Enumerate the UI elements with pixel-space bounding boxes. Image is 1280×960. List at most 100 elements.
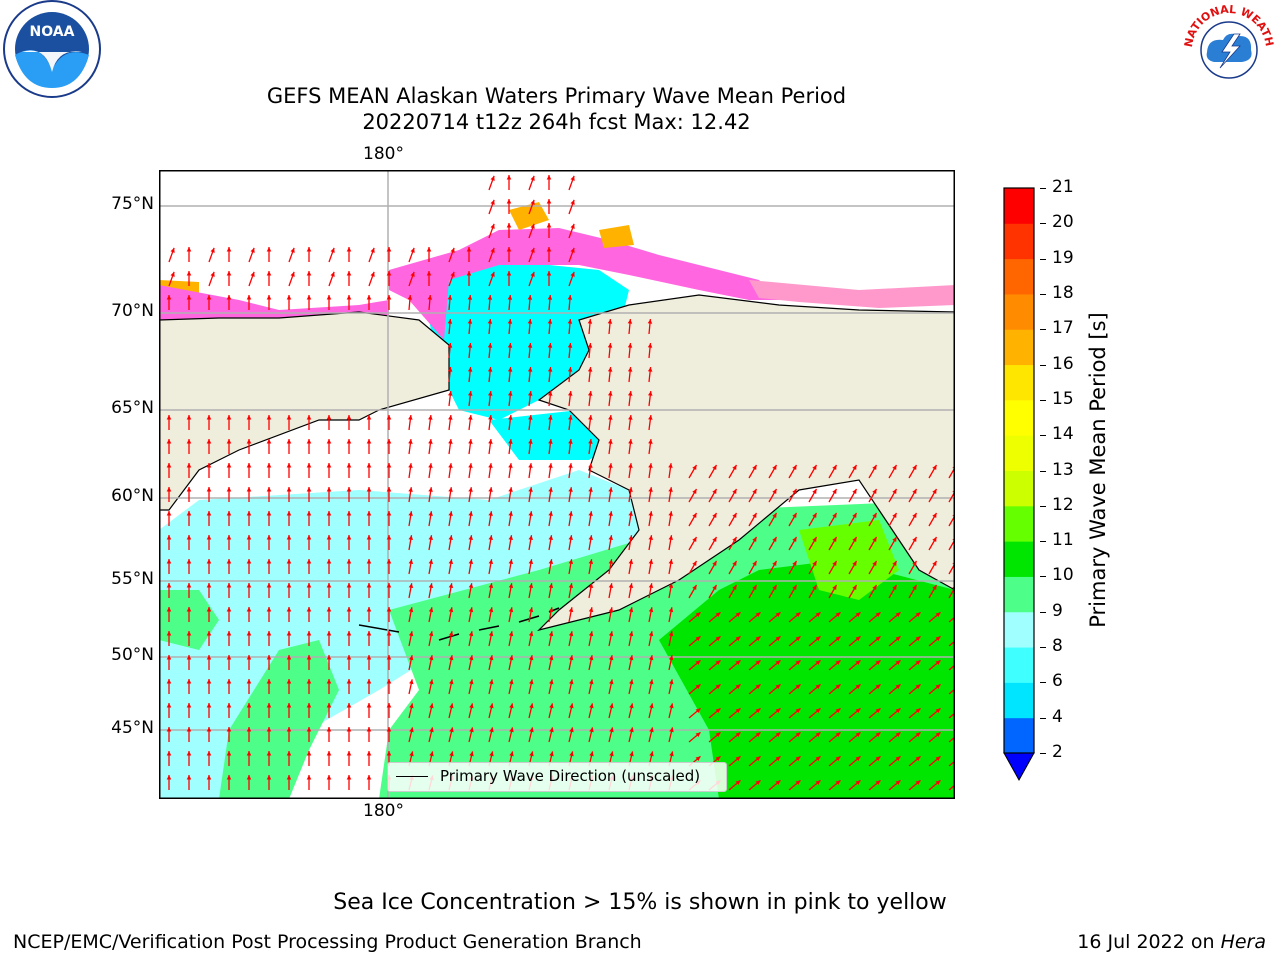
wave-arrow-head: [712, 537, 717, 542]
wave-arrow-head: [648, 583, 654, 588]
wave-arrow-head: [166, 751, 172, 756]
wave-arrow-head: [649, 751, 654, 757]
wave-arrow-head: [735, 612, 741, 617]
wave-arrow-head: [647, 319, 653, 324]
wave-arrow-head: [186, 679, 192, 684]
wave-arrow-head: [488, 463, 493, 468]
wave-arrow-head: [468, 583, 474, 588]
wave-arrow-head: [609, 727, 614, 733]
wave-arrow-head: [408, 415, 413, 420]
wave-arrow-head: [568, 391, 573, 396]
wave-arrow-head: [775, 636, 781, 641]
wave-arrow-head: [490, 271, 495, 277]
wave-arrow-head: [548, 439, 553, 444]
wave-arrow-head: [170, 271, 175, 277]
wave-arrow-head: [166, 583, 172, 588]
wave-arrow-head: [569, 679, 574, 685]
colorbar-tick-mark: [1040, 576, 1046, 578]
wave-arrow-head: [448, 559, 454, 564]
colorbar-label: Primary Wave Mean Period [s]: [1086, 312, 1110, 628]
wave-arrow-head: [490, 223, 495, 229]
colorbar-ticks: 2 4 6 8 9 10 11 12 13 14 15 16 17 18 19 20 21: [1040, 0, 1090, 960]
wave-arrow-head: [346, 487, 352, 492]
wave-arrow-head: [628, 607, 634, 613]
wave-arrow-head: [468, 607, 474, 613]
wave-arrow-head: [715, 612, 721, 617]
wave-arrow-head: [386, 247, 392, 252]
wave-arrow-head: [326, 439, 332, 444]
wave-arrow-head: [186, 727, 192, 732]
wave-arrow-head: [812, 465, 817, 470]
wave-arrow-head: [489, 655, 494, 661]
wave-arrow-head: [286, 487, 292, 492]
wave-arrow-head: [266, 271, 272, 276]
colorbar-tick-mark: [1040, 647, 1046, 649]
wave-arrow-head: [206, 463, 212, 468]
wave-arrow-head: [815, 612, 821, 617]
colorbar-band: [1004, 435, 1034, 471]
wave-arrow-head: [226, 607, 232, 612]
wave-arrow-head: [448, 487, 453, 492]
wave-arrow-head: [226, 535, 232, 540]
nws-logo: NATIONAL WEATHER SERVICE: [1174, 0, 1280, 100]
wave-arrow-head: [469, 679, 474, 685]
sea-ice-note: Sea Ice Concentration > 15% is shown in …: [333, 890, 947, 915]
wave-arrow-head: [528, 583, 534, 588]
wave-arrow-head: [306, 727, 312, 732]
colorbar-tick-mark: [1040, 399, 1046, 401]
wave-arrow-head: [568, 511, 573, 516]
wave-arrow-head: [735, 708, 741, 713]
wave-arrow-head: [286, 535, 292, 540]
wave-arrow-head: [668, 607, 674, 613]
wave-arrow-head: [186, 775, 192, 780]
wave-arrow-head: [795, 612, 801, 617]
wave-arrow-head: [186, 559, 192, 564]
wave-arrow-head: [548, 463, 553, 468]
wave-arrow-head: [628, 535, 633, 540]
wave-arrow-head: [546, 175, 552, 180]
wave-arrow-head: [226, 415, 232, 420]
wave-arrow-head: [346, 439, 352, 444]
wave-arrow-head: [489, 703, 494, 709]
colorbar-band: [1004, 647, 1034, 683]
wave-arrow-head: [608, 415, 613, 420]
wave-arrow-head: [528, 559, 534, 564]
wave-arrow-head: [508, 559, 514, 564]
wave-arrow-head: [668, 487, 673, 492]
wave-arrow-head: [306, 535, 312, 540]
map-gridlines: [159, 170, 955, 799]
wave-arrow-head: [466, 247, 472, 252]
wave-arrow-head: [546, 247, 552, 252]
wave-arrow-head: [915, 660, 921, 665]
wave-arrow-head: [528, 439, 533, 444]
wave-arrow-head: [266, 295, 272, 300]
wave-arrow-head: [832, 537, 837, 542]
wave-arrow-head: [712, 465, 717, 470]
wave-arrow-head: [330, 247, 335, 253]
wave-arrow-head: [648, 391, 653, 396]
wave-arrow: [948, 562, 955, 575]
wave-arrow-head: [548, 607, 554, 613]
wave-arrow-head: [468, 631, 474, 637]
wave-arrow-head: [306, 679, 312, 684]
wave-arrow-head: [935, 684, 941, 689]
wave-arrow-head: [166, 439, 172, 444]
wave-arrow-head: [895, 732, 901, 737]
wave-arrow-head: [306, 559, 312, 564]
colorbar-tick-mark: [1040, 753, 1046, 754]
wave-arrow-head: [409, 727, 414, 733]
lat-label-70: 70°N: [111, 301, 154, 321]
wave-arrow-head: [409, 655, 414, 661]
wave-arrow-head: [668, 463, 673, 468]
wave-arrow-head: [226, 559, 232, 564]
wave-arrow-head: [448, 607, 454, 613]
wave-arrow-head: [429, 655, 434, 661]
wave-arrow-head: [346, 727, 352, 732]
wave-arrow-head: [775, 732, 781, 737]
wave-arrow-head: [932, 513, 937, 518]
wave-arrow: [948, 490, 955, 503]
lat-label-75: 75°N: [111, 194, 154, 214]
wave-arrow-head: [648, 415, 653, 420]
footer-date-text: 16 Jul 2022 on: [1077, 931, 1221, 953]
wave-arrow-head: [528, 487, 533, 492]
